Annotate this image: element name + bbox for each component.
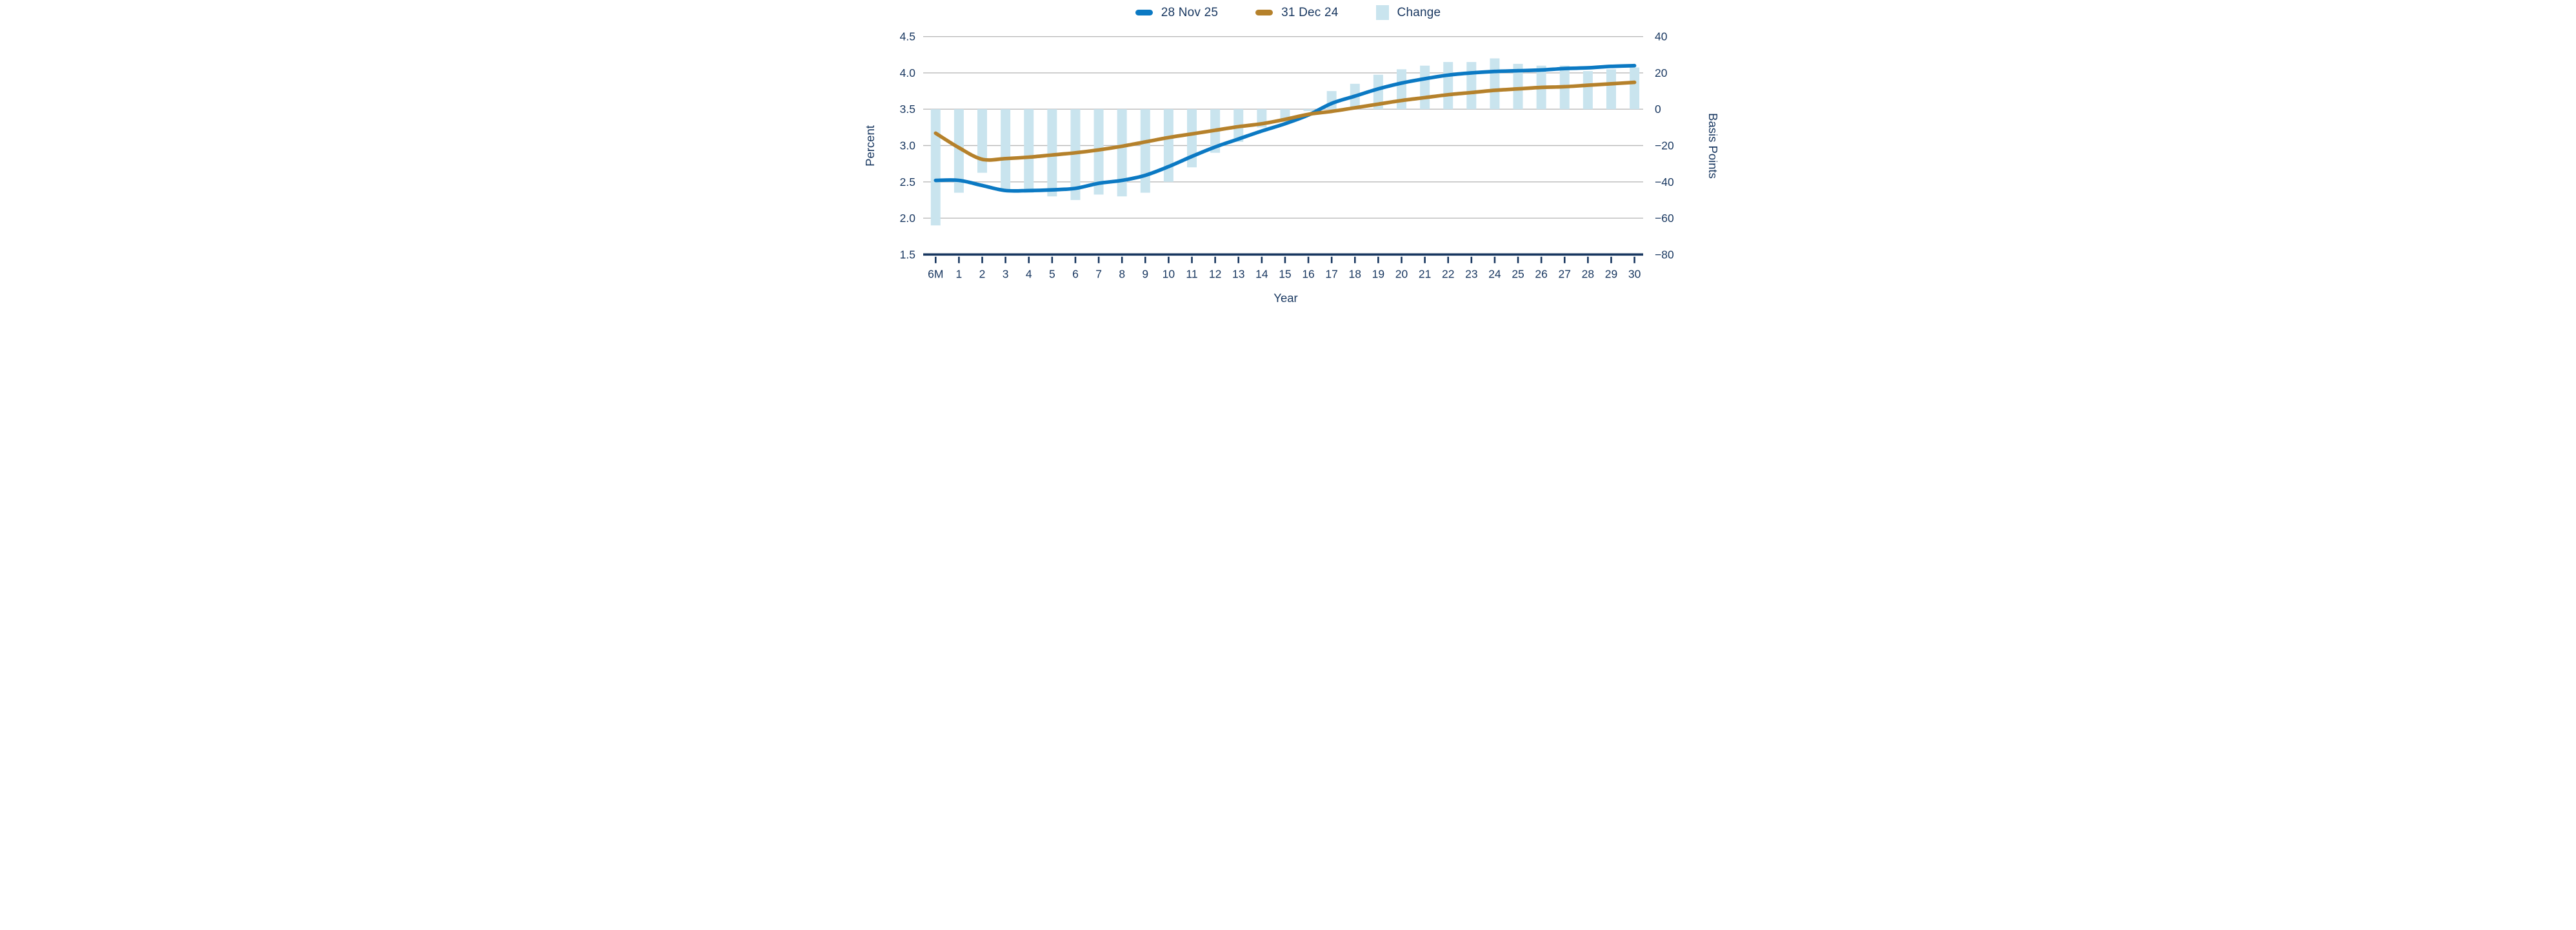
change-bar: [1443, 62, 1453, 110]
change-bar: [1466, 62, 1477, 110]
x-tick-label: 4: [1026, 267, 1032, 280]
legend-label-change: Change: [1397, 5, 1441, 19]
yield-lines: [934, 63, 1637, 193]
x-tick-label: 5: [1049, 267, 1055, 280]
change-bar: [1630, 67, 1640, 110]
change-bar: [1047, 109, 1057, 197]
axis-tick-labels: 4.5 4.0 3.5 3.0 2.5 2.0 1.5 40 20 0 −20 −40 −60 −80 6M…: [900, 30, 1674, 281]
right-tick-label: 40: [1655, 30, 1668, 43]
x-tick-label: 14: [1255, 267, 1268, 280]
change-bar: [1303, 109, 1313, 112]
x-tick-label: 16: [1302, 267, 1314, 280]
x-tick-label: 29: [1605, 267, 1617, 280]
change-bar: [1117, 109, 1127, 197]
x-tick-label: 3: [1003, 267, 1009, 280]
change-bar: [1001, 109, 1011, 191]
left-tick-label: 4.5: [900, 30, 915, 43]
x-tick-label: 10: [1163, 267, 1175, 280]
x-tick-label: 23: [1465, 267, 1477, 280]
change-bar: [954, 109, 964, 193]
x-tick-label: 6: [1072, 267, 1079, 280]
legend-item-28-nov-25[interactable]: 28 Nov 25: [1135, 6, 1218, 20]
x-tick-label: 17: [1325, 267, 1337, 280]
x-tick-label: 11: [1186, 267, 1197, 280]
x-tick-label: 26: [1535, 267, 1547, 280]
right-tick-label: −20: [1655, 139, 1674, 152]
left-tick-label: 2.5: [900, 176, 915, 188]
chart-legend: 28 Nov 25 31 Dec 24 Change: [859, 5, 1717, 20]
x-tick-label: 22: [1442, 267, 1454, 280]
change-bar-swatch-icon: [1375, 5, 1389, 20]
change-bar: [1140, 109, 1150, 193]
line-31-dec-24: [934, 80, 1637, 162]
x-tick-label: 19: [1372, 267, 1384, 280]
x-axis-title: Year: [1273, 291, 1297, 305]
x-tick-label: 20: [1395, 267, 1408, 280]
x-tick-label: 1: [956, 267, 963, 280]
left-tick-label: 3.0: [900, 139, 916, 152]
left-axis-title: Percent: [863, 125, 877, 167]
yield-curve-chart: 28 Nov 25 31 Dec 24 Change 4.5 4.0 3.5 3.0 2…: [859, 0, 1717, 310]
legend-item-31-dec-24[interactable]: 31 Dec 24: [1255, 6, 1338, 20]
change-bar: [1373, 74, 1383, 110]
x-tick-label: 18: [1349, 267, 1361, 280]
change-bar: [1397, 69, 1406, 110]
right-tick-label: 20: [1655, 66, 1668, 79]
left-tick-label: 2.0: [900, 212, 916, 225]
legend-label-31-dec-24: 31 Dec 24: [1281, 5, 1339, 19]
right-tick-label: −40: [1655, 176, 1674, 188]
x-tick-label: 12: [1209, 267, 1221, 280]
blue-line-swatch-icon: [1135, 10, 1153, 15]
x-tick-label: 21: [1419, 267, 1431, 280]
x-tick-label: 6M: [928, 267, 943, 280]
x-tick-label: 24: [1488, 267, 1501, 280]
x-tick-label: 30: [1628, 267, 1641, 280]
axes: [923, 253, 1643, 263]
x-tick-label: 28: [1582, 267, 1594, 280]
left-tick-label: 3.5: [900, 103, 915, 116]
change-bar: [930, 109, 941, 226]
plot-area: 4.5 4.0 3.5 3.0 2.5 2.0 1.5 40 20 0 −20 −40 −60 −80 6M…: [863, 30, 1717, 305]
change-bar: [1490, 58, 1500, 110]
x-tick-label: 2: [979, 267, 986, 280]
change-bar: [1583, 71, 1593, 110]
left-tick-label: 4.0: [900, 66, 916, 79]
legend-label-28-nov-25: 28 Nov 25: [1161, 5, 1219, 19]
change-bar: [1513, 63, 1523, 110]
x-tick-label: 25: [1512, 267, 1524, 280]
right-axis-title: Basis Points: [1706, 113, 1717, 179]
legend-item-change[interactable]: Change: [1375, 5, 1441, 20]
change-bar: [1606, 69, 1616, 110]
change-bar: [1093, 109, 1104, 195]
x-tick-label: 13: [1232, 267, 1244, 280]
change-bar: [1024, 109, 1034, 193]
right-tick-label: −80: [1655, 248, 1674, 261]
change-bar: [1163, 109, 1173, 182]
change-bar: [977, 109, 988, 173]
right-tick-label: −60: [1655, 212, 1674, 225]
brown-line-swatch-icon: [1255, 10, 1273, 15]
change-bar: [1420, 65, 1430, 110]
x-tick-label: 15: [1279, 267, 1291, 280]
right-tick-label: 0: [1655, 103, 1661, 116]
left-tick-label: 1.5: [900, 248, 915, 261]
change-bar: [1187, 109, 1197, 168]
line-28-nov-25: [934, 63, 1637, 193]
x-tick-label: 8: [1119, 267, 1125, 280]
x-tick-label: 7: [1095, 267, 1102, 280]
x-tick-label: 27: [1559, 267, 1571, 280]
x-tick-label: 9: [1142, 267, 1148, 280]
change-bars: [930, 58, 1640, 226]
